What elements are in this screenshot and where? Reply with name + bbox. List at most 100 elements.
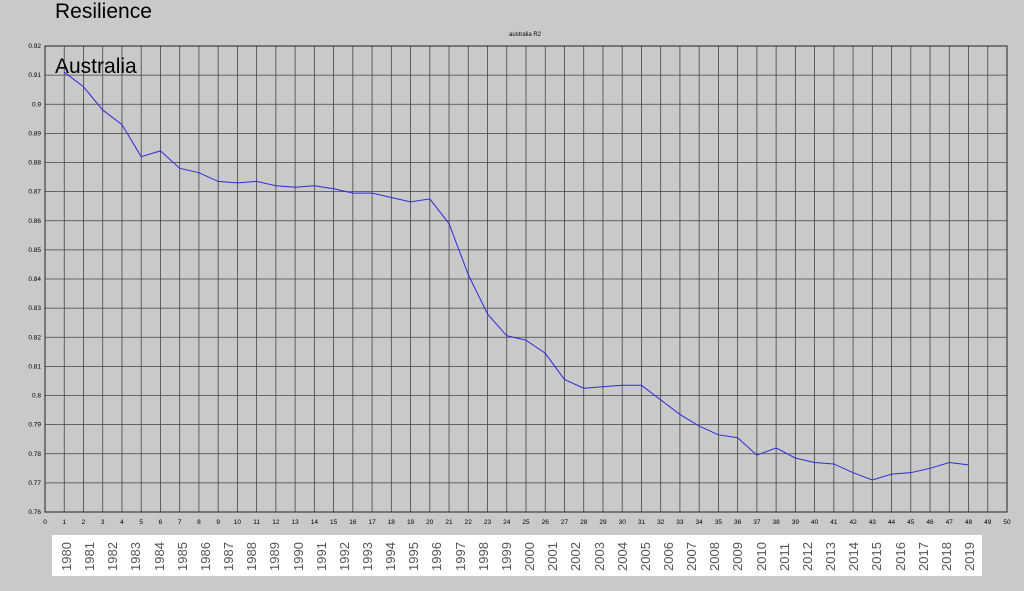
x-tick-label: 49 [984,519,992,526]
x-tick-label: 14 [311,519,319,526]
x-tick-label: 5 [139,519,143,526]
y-tick-label: 0.92 [28,43,41,50]
x-tick-label: 19 [407,519,415,526]
year-label: 1986 [197,542,213,571]
year-label: 2007 [684,542,700,571]
x-tick-label: 1 [62,519,66,526]
x-tick-label: 47 [946,519,954,526]
x-tick-label: 44 [888,519,896,526]
year-label: 1994 [383,542,399,571]
year-label: 2015 [869,542,885,571]
year-label: 1983 [128,542,144,571]
x-tick-label: 50 [1003,519,1011,526]
y-tick-label: 0.79 [28,422,41,429]
x-tick-label: 46 [926,519,934,526]
axes: 0 1 2 3 4 5 6 7 8 9 10 11 12 13 14 15 16 17 18 19 20 21 22 23 24… [28,43,1011,526]
y-tick-label: 0.81 [28,363,41,370]
grid [44,45,1008,513]
year-label: 1981 [82,542,98,571]
year-label: 2018 [938,542,954,571]
y-tick-label: 0.85 [28,247,41,254]
x-tick-label: 9 [216,519,220,526]
year-label: 2002 [568,542,584,571]
series-line [63,71,969,481]
x-tick-label: 7 [178,519,182,526]
x-tick-label: 10 [234,519,242,526]
year-label: 2019 [962,542,977,571]
year-label: 2016 [892,542,908,571]
year-label: 2000 [522,542,538,571]
x-tick-label: 42 [849,519,857,526]
plot-frame [44,45,1008,513]
year-label: 2004 [614,542,630,571]
chart-title: australia R2 [508,32,541,38]
resilience-title: Resilience [55,0,152,23]
x-tick-label: 13 [292,519,300,526]
y-tick-label: 0.76 [28,509,41,516]
year-label: 2013 [823,542,839,571]
x-tick-label: 4 [120,519,124,526]
year-label: 1990 [290,542,306,571]
x-tick-label: 6 [159,519,163,526]
x-tick-label: 35 [715,519,723,526]
series [63,71,969,481]
x-tick-label: 27 [561,519,569,526]
year-label: 2006 [661,542,676,571]
year-label: 1998 [475,542,491,571]
x-tick-label: 26 [542,519,550,526]
x-tick-label: 45 [907,519,915,526]
x-tick-label: 48 [965,519,973,526]
year-label: 2017 [915,542,931,571]
x-tick-label: 21 [445,519,453,526]
y-tick-label: 0.83 [28,305,41,312]
x-tick-label: 24 [503,519,511,526]
year-label: 1987 [221,542,237,571]
x-tick-label: 17 [368,519,376,526]
x-tick-label: 34 [696,519,704,526]
x-tick-label: 38 [773,519,781,526]
y-tick-label: 0.82 [28,334,41,341]
x-tick-label: 36 [734,519,742,526]
year-label: 2014 [846,542,862,571]
x-tick-label: 11 [253,519,260,526]
y-tick-label: 0.9 [32,101,41,108]
year-label: 1991 [313,542,329,571]
year-label: 1988 [244,542,260,571]
x-tick-label: 29 [599,519,607,526]
x-tick-label: 23 [484,519,492,526]
x-tick-label: 0 [43,519,47,526]
year-label: 1989 [267,542,283,571]
year-label: 1982 [105,542,121,571]
y-tick-label: 0.84 [28,276,41,283]
year-label: 1985 [174,542,190,571]
y-tick-label: 0.88 [28,160,41,167]
year-label: 2005 [637,542,653,571]
x-tick-label: 20 [426,519,434,526]
australia-label: Australia [55,55,137,78]
x-tick-label: 28 [580,519,588,526]
year-label: 2001 [545,542,561,571]
year-label: 1980 [59,542,74,571]
y-tick-label: 0.89 [28,130,41,137]
x-tick-label: 43 [869,519,877,526]
x-tick-label: 33 [676,519,684,526]
year-label: 1996 [429,542,445,571]
year-label: 1995 [406,542,422,571]
year-label: 2009 [730,542,746,571]
year-label: 2010 [753,542,769,571]
year-label: 2008 [707,542,723,571]
y-tick-label: 0.87 [28,189,41,196]
y-tick-label: 0.78 [28,451,41,458]
y-tick-label: 0.86 [28,218,41,225]
x-tick-label: 16 [349,519,357,526]
x-tick-label: 39 [792,519,800,526]
x-tick-label: 2 [82,519,86,526]
x-tick-label: 22 [465,519,473,526]
x-tick-label: 3 [101,519,105,526]
x-tick-label: 32 [657,519,665,526]
x-tick-label: 37 [753,519,761,526]
x-tick-label: 8 [197,519,201,526]
year-label-strip: 1980 1981 1982 1983 1984 1985 1986 1987 1988 1989… [52,535,982,576]
line-chart: 0 1 2 3 4 5 6 7 8 9 10 11 12 13 14 15 16 17 18 19 20 21 22 23 24… [28,43,1011,526]
year-label: 2003 [591,542,607,571]
